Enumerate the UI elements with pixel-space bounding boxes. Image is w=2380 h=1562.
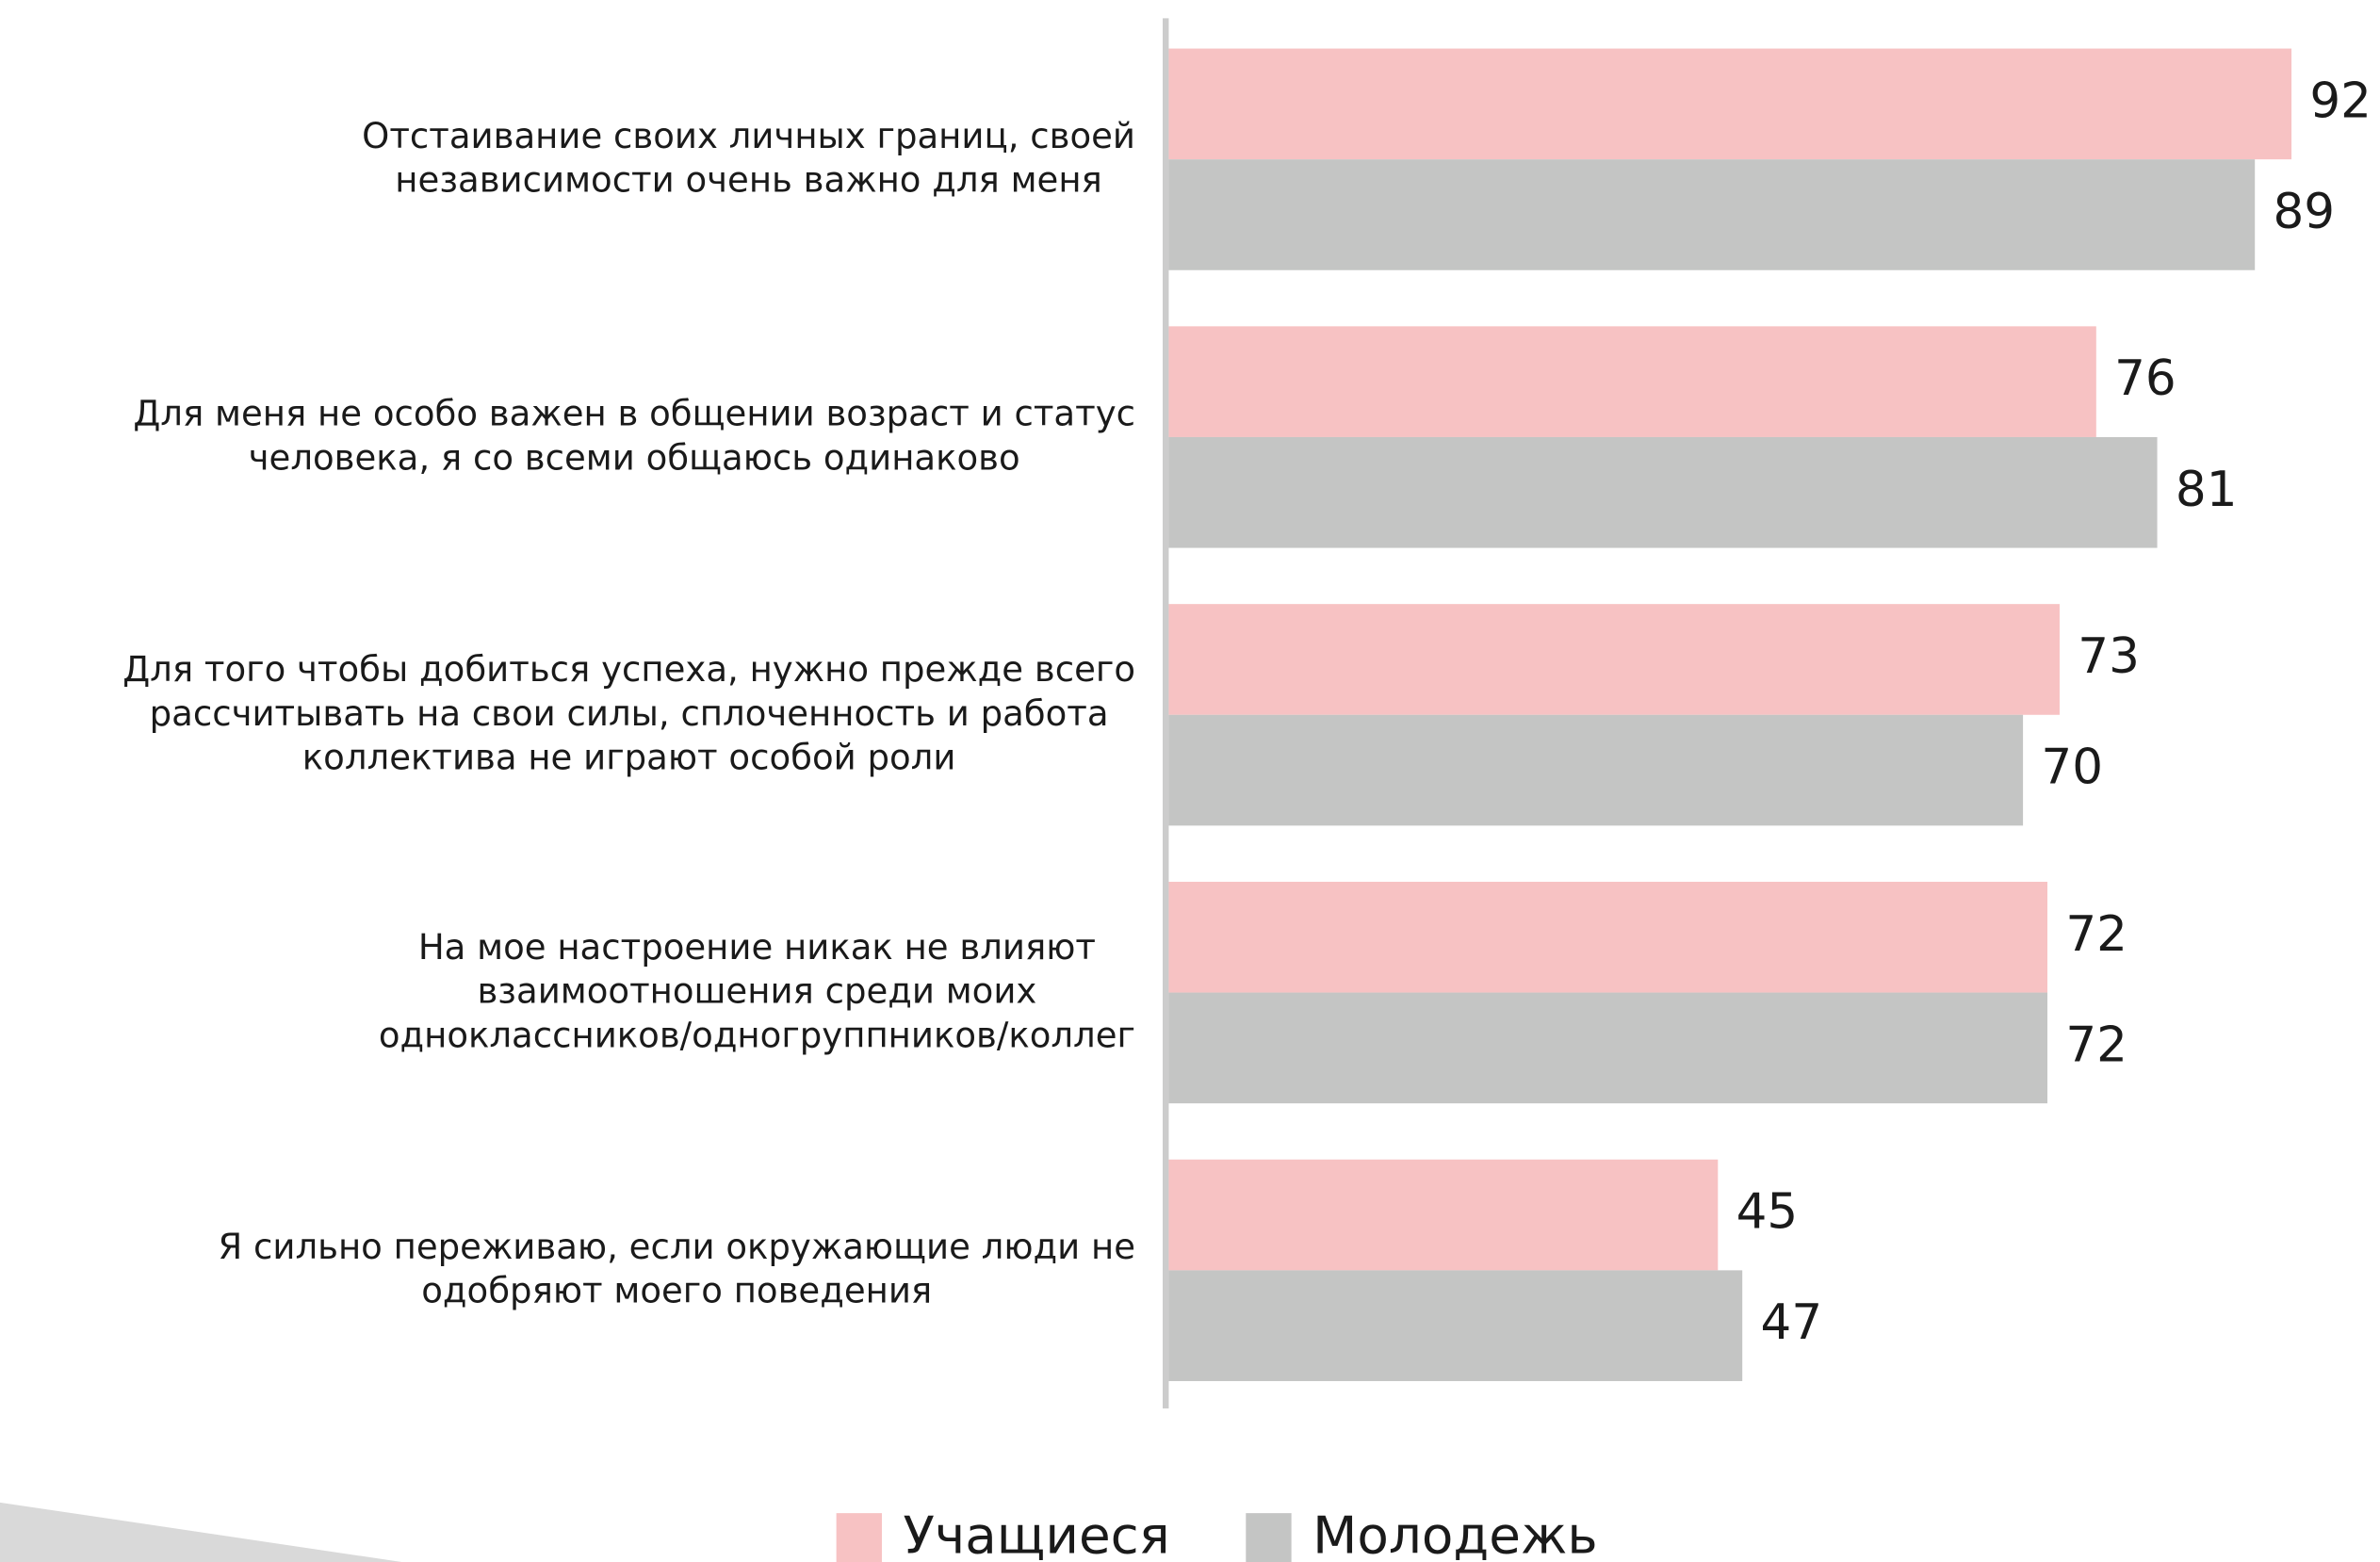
category-label: Отстаивание своих личных границ, своей не… xyxy=(362,115,1135,200)
value-label: 76 xyxy=(2114,350,2176,407)
bar xyxy=(1168,881,2047,993)
legend-swatch xyxy=(1246,1513,1292,1562)
value-label: 92 xyxy=(2309,73,2372,129)
value-label: 70 xyxy=(2041,740,2103,796)
value-label: 72 xyxy=(2065,1017,2127,1073)
decoration xyxy=(0,1502,402,1562)
category-line: Для того чтобы добиться успеха, нужно пр… xyxy=(122,649,1135,690)
value-label: 45 xyxy=(1736,1184,1799,1241)
value-label: 81 xyxy=(2176,462,2238,518)
category-line: Для меня не особо важен в общении возрас… xyxy=(133,393,1135,433)
category-line: одноклассников/одногруппников/коллег xyxy=(379,1015,1135,1055)
bar xyxy=(1168,1270,1743,1381)
legend-swatch xyxy=(836,1513,882,1562)
bar xyxy=(1168,48,2292,160)
legend-label: Молодежь xyxy=(1312,1505,1597,1562)
category-line: независимости очень важно для меня xyxy=(395,159,1102,200)
category-line: одобряют моего поведения xyxy=(421,1270,932,1310)
bar xyxy=(1168,992,2047,1104)
bar xyxy=(1168,159,2256,270)
bar xyxy=(1168,714,2024,826)
bar xyxy=(1168,604,2060,715)
bar xyxy=(1168,1159,1719,1271)
value-label: 47 xyxy=(1761,1294,1823,1351)
value-label: 73 xyxy=(2078,628,2140,685)
legend-label: Учащиеся xyxy=(904,1505,1170,1562)
category-label: Я сильно переживаю, если окружающие люди… xyxy=(218,1227,1135,1311)
value-label: 89 xyxy=(2274,184,2336,240)
category-label: Для меня не особо важен в общении возрас… xyxy=(133,393,1135,478)
category-line: Отстаивание своих личных границ, своей xyxy=(362,115,1135,155)
bar xyxy=(1168,326,2096,437)
category-line: коллектива не играют особой роли xyxy=(302,737,956,777)
category-label: На мое настроение никак не влияют взаимоо… xyxy=(379,926,1135,1054)
category-label: Для того чтобы добиться успеха, нужно пр… xyxy=(122,649,1135,777)
value-label: 72 xyxy=(2065,906,2127,963)
category-line: человека, я со всеми общаюсь одинаково xyxy=(249,437,1020,478)
category-line: Я сильно переживаю, если окружающие люди… xyxy=(218,1227,1135,1267)
category-line: взаимоотношения среди моих xyxy=(477,970,1036,1011)
bar xyxy=(1168,436,2158,548)
category-line: На мое настроение никак не влияют xyxy=(418,926,1096,967)
category-line: рассчитывать на свои силы, сплоченность … xyxy=(150,692,1109,733)
